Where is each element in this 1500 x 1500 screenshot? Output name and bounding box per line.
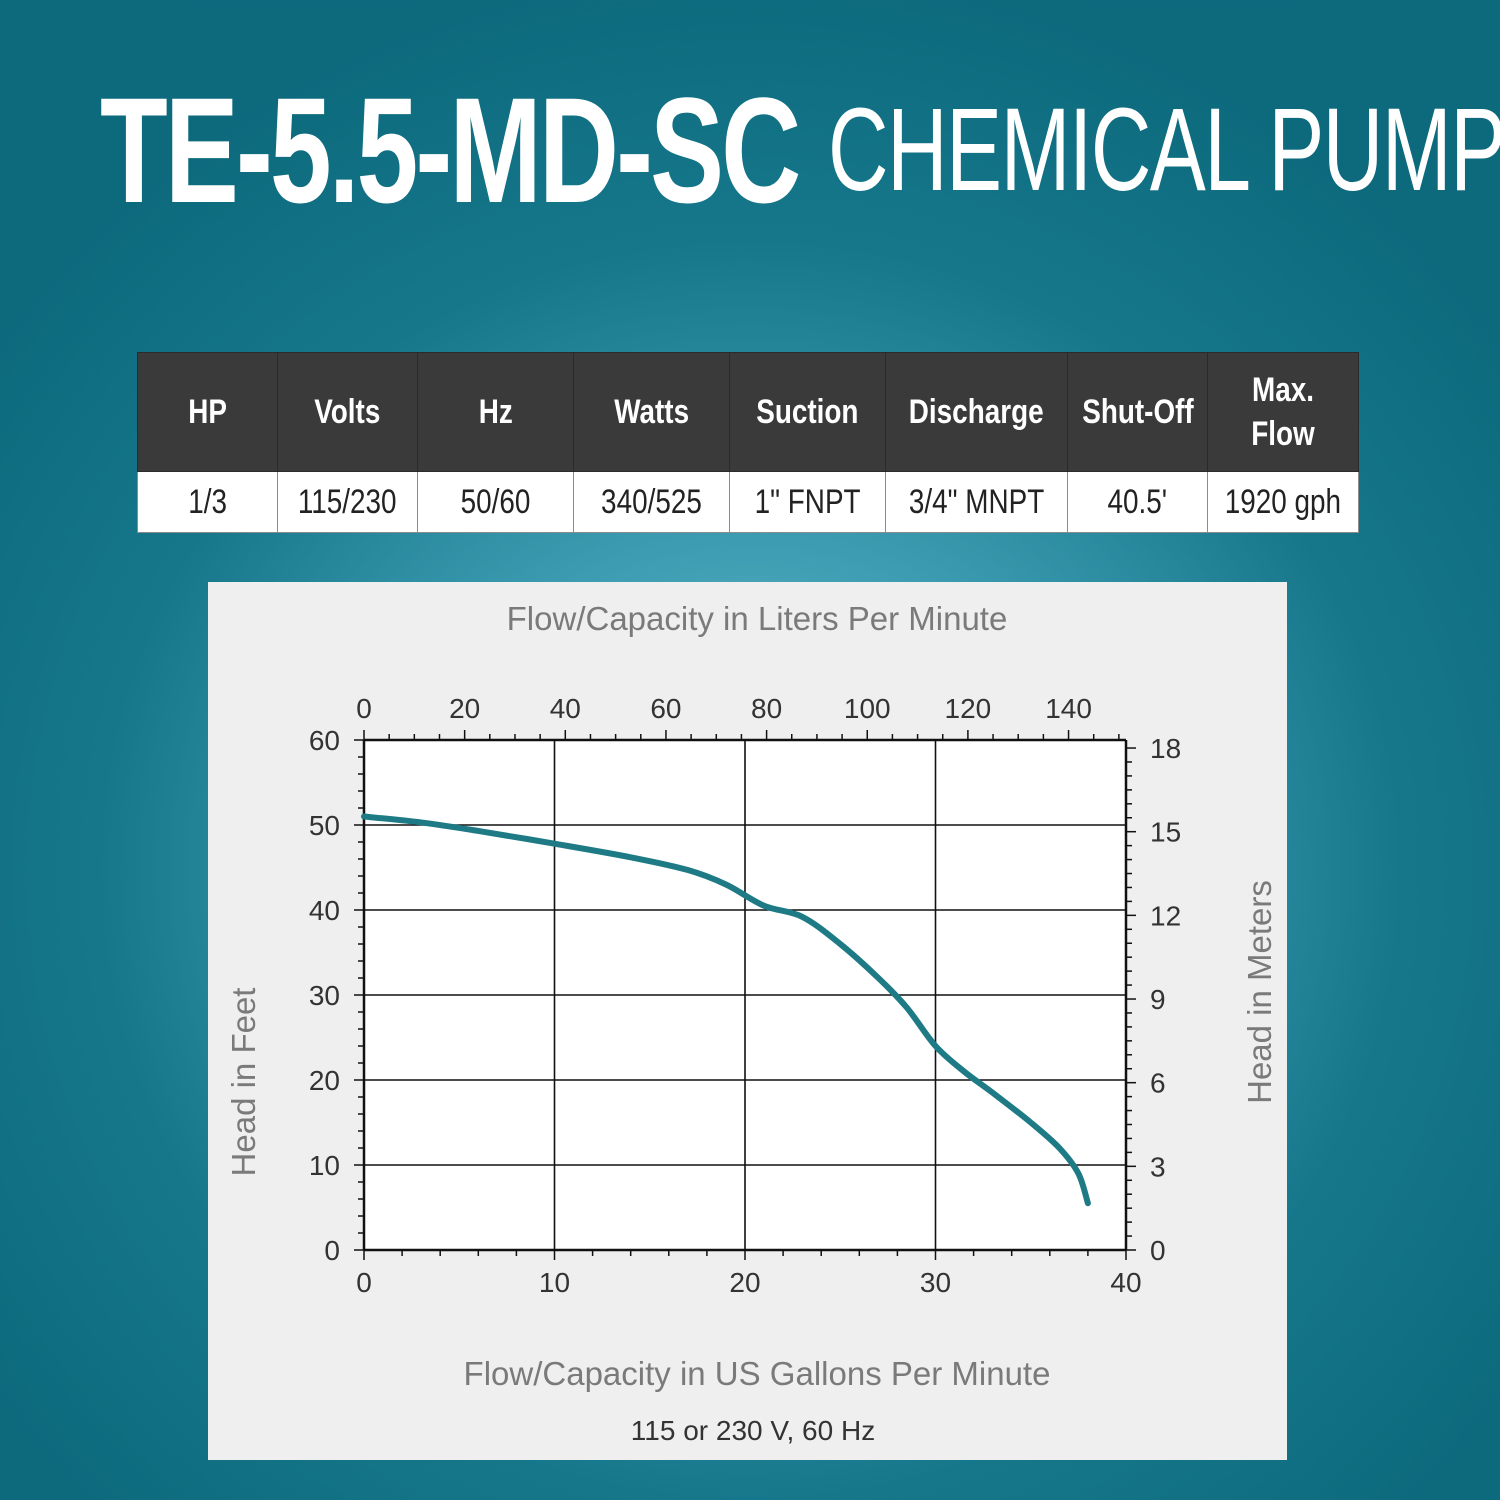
spec-value-maxflow: 1920 gph [1207,471,1359,533]
pump-curve-line [361,813,1091,1207]
y-tick-label: 30 [309,980,340,1011]
x-tick-label: 10 [539,1267,570,1298]
chart-note: 115 or 230 V, 60 Hz [631,1415,875,1446]
y2-tick-label: 15 [1150,817,1181,848]
performance-chart: Flow/Capacity in Liters Per Minute Flow/… [225,600,1278,1446]
spec-header-maxflow: Max. Flow [1207,352,1359,472]
spec-header-hz: Hz [417,352,574,472]
spec-header-shutoff: Shut-Off [1067,352,1208,472]
x-tick-label: 30 [920,1267,951,1298]
x-tick-label: 0 [356,1267,372,1298]
y-tick-label: 60 [309,725,340,756]
y2-tick-label: 12 [1150,900,1181,931]
spec-value-discharge: 3/4" MNPT [885,471,1068,533]
x2-tick-label: 140 [1045,693,1092,724]
spec-value-watts: 340/525 [573,471,730,533]
y-tick-label: 40 [309,895,340,926]
x2-tick-label: 0 [356,693,372,724]
y2-tick-label: 18 [1150,733,1181,764]
y2-tick-label: 3 [1150,1151,1166,1182]
spec-header-watts: Watts [573,352,730,472]
y2-tick-label: 9 [1150,984,1166,1015]
spec-header-discharge: Discharge [885,352,1068,472]
chart-panel: Flow/Capacity in Liters Per Minute Flow/… [208,582,1287,1460]
x-tick-label: 20 [729,1267,760,1298]
spec-value-volts: 115/230 [277,471,418,533]
spec-value-shutoff: 40.5' [1067,471,1208,533]
y-tick-label: 20 [309,1065,340,1096]
y-tick-label: 10 [309,1150,340,1181]
spec-header-suction: Suction [729,352,886,472]
y-tick-label: 50 [309,810,340,841]
model-name: TE-5.5-MD-SC [100,66,801,234]
top-axis-title: Flow/Capacity in Liters Per Minute [507,600,1008,637]
y2-axis-title: Head in Meters [1241,880,1278,1104]
axis-ticks [354,730,1136,1260]
x2-tick-label: 20 [449,693,480,724]
x2-tick-label: 40 [550,693,581,724]
y2-tick-label: 6 [1150,1068,1166,1099]
spec-header-hp: HP [137,352,278,472]
x2-tick-label: 100 [844,693,891,724]
x-axis-title: Flow/Capacity in US Gallons Per Minute [464,1355,1051,1392]
y2-tick-label: 0 [1150,1235,1166,1266]
spec-value-row: 1/3 115/230 50/60 340/525 1" FNPT 3/4" M… [137,471,1359,533]
spec-header-row: HP Volts Hz Watts Suction Discharge Shut… [137,352,1359,472]
x-tick-label: 40 [1110,1267,1141,1298]
y-axis-title: Head in Feet [225,988,262,1177]
product-type: CHEMICAL PUMP [828,84,1500,216]
spec-table: HP Volts Hz Watts Suction Discharge Shut… [137,352,1359,533]
y-tick-label: 0 [324,1235,340,1266]
spec-value-hz: 50/60 [417,471,574,533]
x2-tick-label: 120 [945,693,992,724]
page-title: TE-5.5-MD-SC CHEMICAL PUMP [100,66,1500,234]
spec-header-volts: Volts [277,352,418,472]
spec-value-hp: 1/3 [137,471,278,533]
x2-tick-label: 80 [751,693,782,724]
spec-value-suction: 1" FNPT [729,471,886,533]
x2-tick-label: 60 [650,693,681,724]
